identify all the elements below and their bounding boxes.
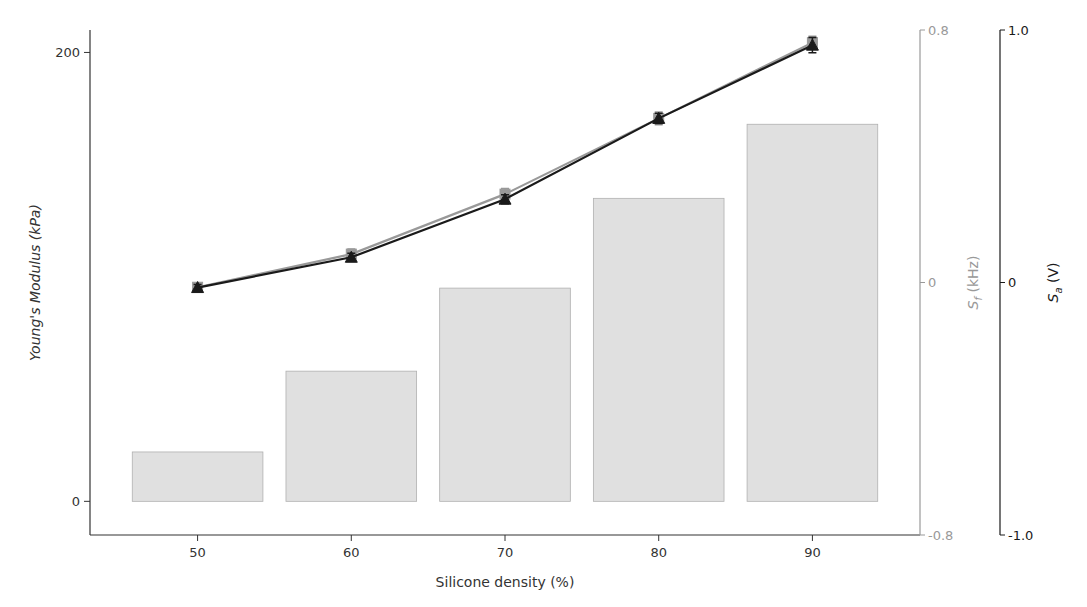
marker xyxy=(499,193,511,204)
x-axis-label: Silicone density (%) xyxy=(436,574,575,590)
y3-axis-label: Sa (V) xyxy=(1045,263,1064,303)
y-tick-label: 0 xyxy=(72,494,80,509)
line-series xyxy=(193,36,818,292)
bar xyxy=(593,198,724,501)
bar xyxy=(747,124,878,501)
plot-area xyxy=(132,36,877,501)
y3-tick-label: -1.0 xyxy=(1008,528,1033,543)
marker xyxy=(192,282,204,293)
y-tick xyxy=(84,501,90,502)
marker xyxy=(806,39,818,50)
y2-tick xyxy=(920,30,925,31)
y-tick-label: 200 xyxy=(55,45,80,60)
y3-tick-label: 1.0 xyxy=(1008,23,1029,38)
x-tick-label: 80 xyxy=(650,545,667,560)
x-tick xyxy=(658,535,659,541)
chart: 50 60 70 80 90 Silicone density (%) 0 200 Young'… xyxy=(0,0,1087,607)
y3-tick-label: 0 xyxy=(1008,275,1016,290)
y3-tick xyxy=(1000,535,1005,536)
bar xyxy=(286,371,417,501)
line xyxy=(198,45,813,287)
line xyxy=(198,43,813,288)
y2-tick xyxy=(920,535,925,536)
y2-tick xyxy=(920,282,925,283)
background xyxy=(0,0,1087,607)
y3-tick xyxy=(1000,30,1005,31)
x-tick-label: 90 xyxy=(804,545,821,560)
x-tick-label: 50 xyxy=(189,545,206,560)
y2-tick-label: -0.8 xyxy=(928,528,953,543)
x-tick xyxy=(812,535,813,541)
marker xyxy=(345,251,357,262)
x-tick xyxy=(197,535,198,541)
x-tick xyxy=(351,535,352,541)
y-tick xyxy=(84,52,90,53)
y2-axis-label: Sf (kHz) xyxy=(965,256,984,310)
x-tick-label: 60 xyxy=(343,545,360,560)
y2-tick-label: 0 xyxy=(928,275,936,290)
bar xyxy=(132,452,263,501)
marker xyxy=(654,113,664,123)
y2-tick-label: 0.8 xyxy=(928,23,949,38)
x-tick-label: 70 xyxy=(497,545,514,560)
y-axis-label: Young's Modulus (kPa) xyxy=(27,204,43,361)
bar xyxy=(440,288,571,501)
y-axis-line xyxy=(89,30,90,535)
y3-tick xyxy=(1000,282,1005,283)
x-tick xyxy=(505,535,506,541)
line-series xyxy=(192,38,819,293)
marker xyxy=(193,282,203,292)
marker xyxy=(653,112,665,123)
